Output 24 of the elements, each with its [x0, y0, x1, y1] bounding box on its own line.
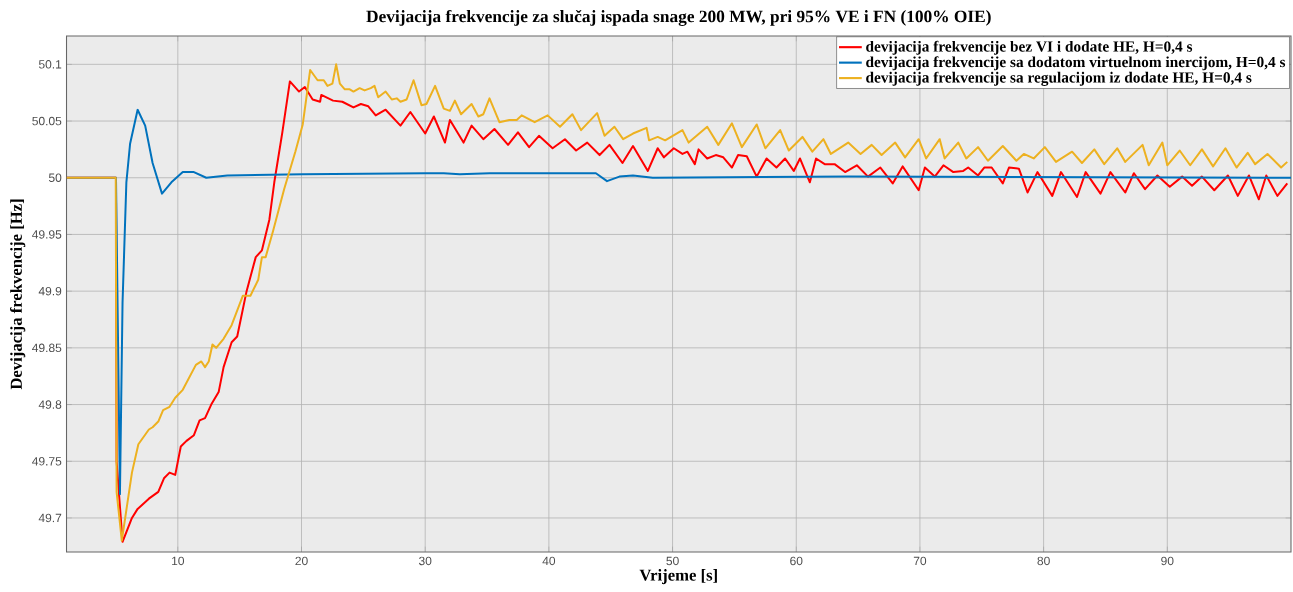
legend-label: devijacija frekvencije bez VI i dodate HE, H=0,4 s: [866, 40, 1193, 55]
legend-label: devijacija frekvencije sa regulacijom iz dodate HE, H=0,4 s: [866, 71, 1252, 86]
x-tick-label: 60: [790, 556, 803, 566]
x-tick-label: 10: [172, 556, 185, 566]
x-axis-title: Vrijeme [s]: [639, 569, 717, 585]
x-tick-label: 30: [418, 556, 432, 566]
x-tick-label: 80: [1037, 556, 1050, 566]
y-tick-label: 50.05: [32, 116, 62, 126]
y-tick-label: 49.75: [32, 457, 62, 466]
x-tick-label: 40: [542, 556, 556, 566]
y-tick-label: 49.9: [38, 286, 62, 296]
y-tick-label: 50.1: [38, 60, 62, 69]
x-tick-label: 50: [666, 556, 679, 566]
legend-label: devijacija frekvencije sa dodatom virtuelnom inercijom, H=0,4 s: [866, 56, 1286, 71]
y-tick-label: 49.8: [38, 400, 62, 409]
y-tick-label: 49.85: [32, 343, 62, 353]
y-tick-label: 49.95: [32, 230, 62, 239]
y-tick-label: 50: [48, 173, 62, 182]
x-tick-label: 70: [913, 556, 927, 566]
y-tick-label: 49.7: [38, 513, 62, 523]
x-tick-label: 20: [295, 556, 308, 566]
y-axis-title: Devijacija frekvencije [Hz]: [10, 199, 26, 390]
chart-title: Devijacija frekvencije za slučaj ispada snage 200 MW, pri 95% VE i FN (100% OIE): [366, 9, 991, 26]
x-tick-label: 90: [1161, 556, 1174, 566]
